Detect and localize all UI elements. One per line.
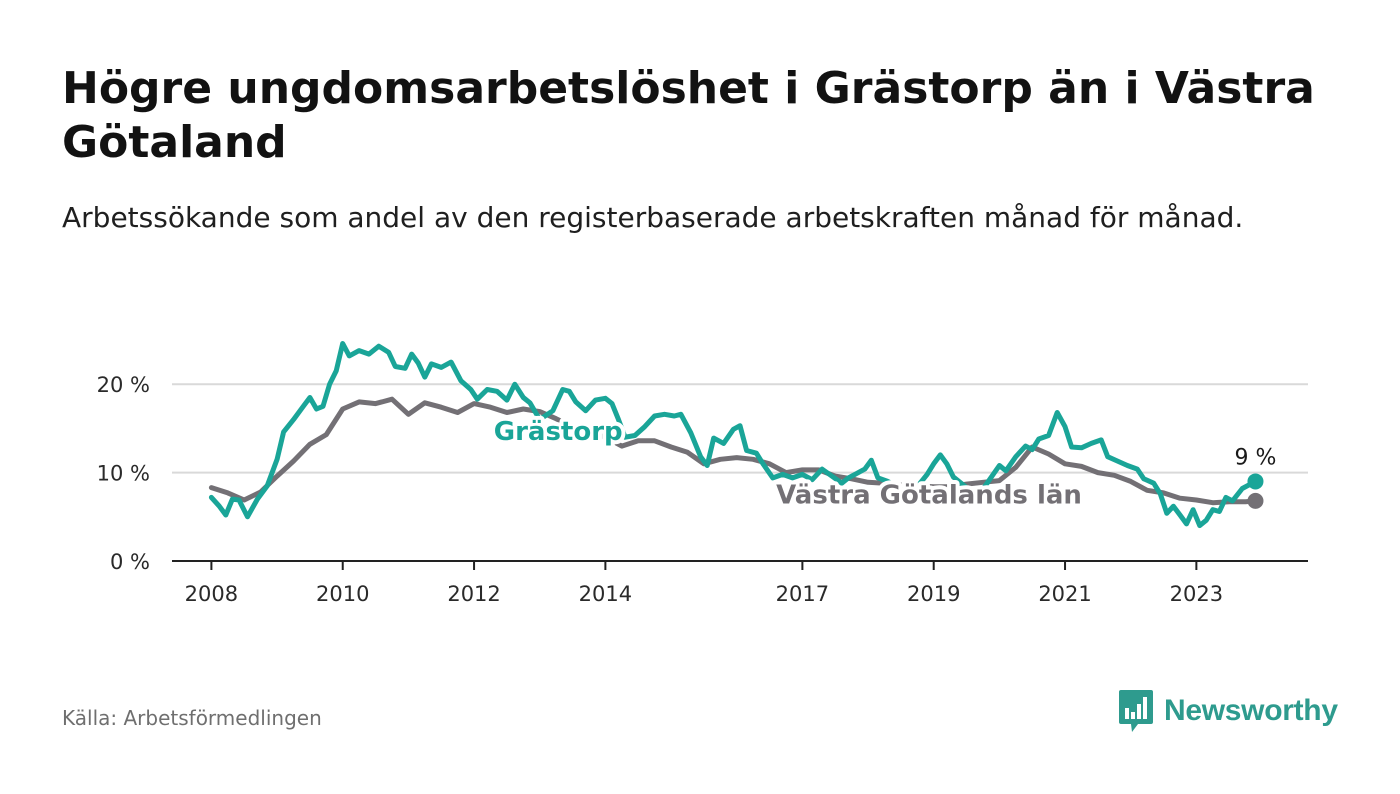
- chart-title: Högre ungdomsarbetslöshet i Grästorp än …: [62, 63, 1315, 168]
- x-tick-label: 2021: [1038, 582, 1091, 606]
- newsworthy-logo-icon: [1119, 690, 1153, 732]
- x-tick-label: 2017: [776, 582, 829, 606]
- gridlines: [172, 383, 1308, 474]
- series-line: [208, 341, 1258, 529]
- x-axis: 2008 2010 2012 2014 2017 2019 2021 2023: [172, 560, 1308, 606]
- x-tick-label: 2014: [579, 582, 632, 606]
- series-line: [208, 396, 1258, 506]
- svg-text:Västra Götalands län: Västra Götalands län: [776, 481, 1082, 511]
- y-axis: 0 % 10 % 20 %: [97, 373, 150, 574]
- chart-subtitle: Arbetssökande som andel av den registerb…: [62, 201, 1244, 234]
- svg-text:9 %: 9 %: [1235, 445, 1277, 470]
- x-tick-label: 2010: [316, 582, 369, 606]
- series-label: 9 %9 %: [1231, 441, 1281, 474]
- x-tick-label: 2012: [447, 582, 500, 606]
- brand-logo[interactable]: Newsworthy: [1118, 688, 1338, 734]
- x-tick-label: 2023: [1170, 582, 1223, 606]
- brand-name: Newsworthy: [1164, 694, 1338, 727]
- svg-text:Västra Götalands län: Västra Götalands län: [776, 481, 1082, 511]
- y-tick-label: 10 %: [97, 462, 150, 486]
- series-group: [208, 341, 1264, 529]
- svg-text:Grästorp: Grästorp: [494, 417, 623, 447]
- series-end-point: [1247, 492, 1264, 509]
- x-tick-label: 2008: [185, 582, 238, 606]
- series-end-point: [1247, 473, 1264, 490]
- svg-text:9 %: 9 %: [1235, 445, 1277, 470]
- source-note: Källa: Arbetsförmedlingen: [62, 706, 322, 730]
- svg-text:Grästorp: Grästorp: [494, 417, 623, 447]
- y-tick-label: 20 %: [97, 373, 150, 397]
- x-tick-label: 2019: [907, 582, 960, 606]
- y-tick-label: 0 %: [110, 550, 150, 574]
